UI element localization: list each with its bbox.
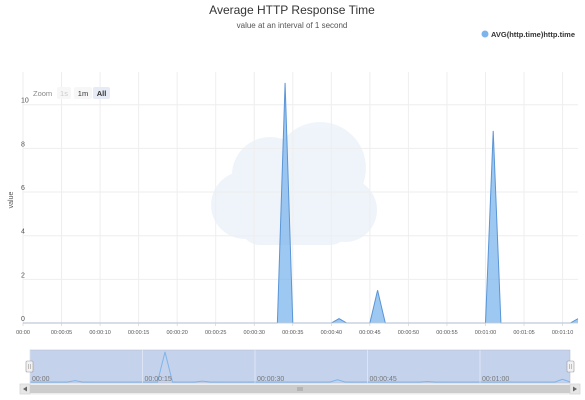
- y-axis: 0 2 4 6 8 10: [21, 98, 29, 323]
- x-tick-label: 00:00:10: [89, 330, 110, 336]
- navigator-axis: 00:00 00:00:15 00:00:30 00:00:45 00:01:00: [29, 350, 509, 383]
- navigator-tick-label: 00:00:45: [370, 376, 397, 383]
- y-tick-label: 2: [21, 272, 25, 279]
- x-tick-label: 00:00:15: [128, 330, 149, 336]
- navigator-right-handle[interactable]: [566, 360, 575, 373]
- x-tick-label: 00:00:25: [205, 330, 226, 336]
- zoom-all-label: All: [97, 89, 107, 98]
- x-tick-label: 00:01:00: [475, 330, 496, 336]
- chart-subtitle: value at an interval of 1 second: [237, 21, 348, 30]
- x-tick-label: 00:00:40: [321, 330, 342, 336]
- x-tick-label: 00:01:05: [513, 330, 534, 336]
- zoom-1m-button[interactable]: [74, 87, 92, 99]
- x-tick-label: 00:00:05: [51, 330, 72, 336]
- x-tick-label: 00:00:55: [436, 330, 457, 336]
- y-tick-label: 10: [21, 98, 29, 105]
- y-tick-label: 0: [21, 316, 25, 323]
- x-tick-label: 00:01:10: [552, 330, 573, 336]
- zoom-1s-button[interactable]: [57, 87, 71, 99]
- zoom-control: Zoom 1s 1m All: [33, 87, 110, 99]
- navigator-left-handle[interactable]: [25, 360, 34, 373]
- y-tick-label: 6: [21, 185, 25, 192]
- x-tick-label: 00:00:35: [282, 330, 303, 336]
- zoom-1m-label: 1m: [78, 89, 88, 98]
- x-tick-label: 00:00:50: [398, 330, 419, 336]
- zoom-1s-label: 1s: [60, 89, 68, 98]
- navigator-tick-label: 00:00:15: [145, 376, 172, 383]
- chart-title: Average HTTP Response Time: [209, 3, 375, 17]
- legend-symbol: [481, 30, 489, 38]
- navigator[interactable]: 00:00 00:00:15 00:00:30 00:00:45 00:01:00: [25, 349, 575, 384]
- chevron-right-icon: [573, 386, 577, 392]
- chevron-left-icon: [23, 386, 27, 392]
- legend-item-label[interactable]: AVG(http.time)http.time: [491, 30, 575, 39]
- y-tick-label: 8: [21, 141, 25, 148]
- gridlines: [22, 72, 578, 324]
- x-tick-label: 00:00:45: [359, 330, 380, 336]
- watermark-cloud-icon: [211, 122, 377, 245]
- x-axis: 00:00 00:00:05 00:00:10 00:00:15 00:00:20 00:…: [16, 322, 578, 336]
- legend[interactable]: AVG(http.time)http.time: [481, 30, 576, 39]
- x-tick-label: 00:00:30: [244, 330, 265, 336]
- zoom-label: Zoom: [33, 89, 52, 98]
- y-axis-title: value: [8, 192, 15, 209]
- scrollbar[interactable]: [19, 383, 581, 395]
- y-tick-label: 4: [21, 229, 25, 236]
- navigator-tick-label: 00:00:30: [257, 376, 284, 383]
- navigator-tick-label: 00:00: [32, 376, 50, 383]
- navigator-series-line: [30, 351, 571, 383]
- zoom-all-button[interactable]: [93, 87, 110, 99]
- navigator-tick-label: 00:01:00: [482, 376, 509, 383]
- x-tick-label: 00:00:20: [166, 330, 187, 336]
- x-tick-label: 00:00: [16, 330, 30, 336]
- navigator-series: [30, 351, 571, 383]
